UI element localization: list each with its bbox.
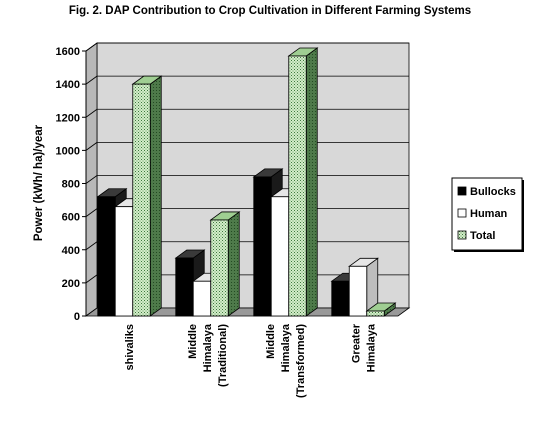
- bar-front: [270, 196, 290, 317]
- x-category-line: Himalaya: [366, 323, 378, 372]
- x-category-line: shivaliks: [124, 324, 136, 370]
- legend-label-human: Human: [470, 208, 508, 220]
- legend-label-total: Total: [470, 230, 495, 242]
- x-category-line: (Transformed): [295, 324, 307, 398]
- y-tick-label: 0: [74, 311, 80, 323]
- legend: Bullocks Human Total: [451, 177, 524, 252]
- bar-side: [305, 47, 318, 317]
- y-tick-label: 1000: [56, 145, 80, 157]
- legend-swatch-bullocks: [457, 186, 467, 196]
- bar-front: [114, 206, 134, 317]
- bar-front: [175, 257, 194, 317]
- bar-side: [149, 75, 162, 317]
- y-tick-label: 800: [62, 179, 80, 191]
- y-tick-label: 1400: [56, 79, 80, 91]
- bar-front: [97, 196, 116, 317]
- chart-title: Fig. 2. DAP Contribution to Crop Cultiva…: [69, 5, 471, 17]
- gridline-side: [85, 75, 98, 85]
- bar-front: [253, 176, 272, 317]
- gridline-side: [85, 175, 98, 184]
- x-category-line: Middle: [187, 324, 199, 359]
- bar-front: [288, 55, 307, 317]
- x-category-label-2: Middle Himalaya (Traditional): [187, 323, 229, 387]
- y-tick-label: 1200: [56, 112, 80, 124]
- y-tick-label: 400: [62, 245, 80, 257]
- bar-total-2: [209, 211, 241, 317]
- x-category-line: Greater: [351, 323, 363, 363]
- bar-front: [331, 280, 350, 317]
- x-category-line: Himalaya: [202, 323, 214, 372]
- y-tick-label: 200: [62, 278, 80, 290]
- bar-human-4: [348, 257, 379, 317]
- bar-total-3: [287, 47, 319, 317]
- legend-swatch-total: [457, 230, 467, 240]
- bar-front: [366, 310, 385, 317]
- bar-front: [210, 219, 229, 317]
- y-tick-label: 600: [62, 212, 80, 224]
- bar-total-4: [365, 302, 397, 317]
- y-axis-label: Power (kWh/ ha)/year: [33, 124, 45, 241]
- x-category-label-4: Greater Himalaya: [351, 323, 378, 372]
- x-category-label-1: shivaliks: [124, 324, 136, 370]
- legend-label-bullocks: Bullocks: [470, 186, 516, 198]
- gridline-side: [85, 208, 98, 217]
- bar-front: [348, 265, 368, 317]
- bar-side: [227, 211, 240, 317]
- gridline-side: [85, 42, 98, 52]
- x-category-line: Middle: [265, 324, 277, 359]
- x-category-label-3: Middle Himalaya (Transformed): [265, 323, 307, 398]
- gridline-side: [85, 142, 98, 151]
- x-category-line: (Traditional): [217, 324, 229, 387]
- gridline-side: [85, 241, 98, 251]
- gridline-side: [85, 108, 98, 118]
- gridline-side: [85, 274, 98, 284]
- x-category-line: Himalaya: [280, 323, 292, 372]
- bar-front: [192, 280, 212, 317]
- y-tick-label: 1600: [56, 46, 80, 58]
- bar-front: [132, 83, 151, 317]
- legend-swatch-human: [457, 208, 467, 218]
- bar-total-1: [131, 75, 163, 317]
